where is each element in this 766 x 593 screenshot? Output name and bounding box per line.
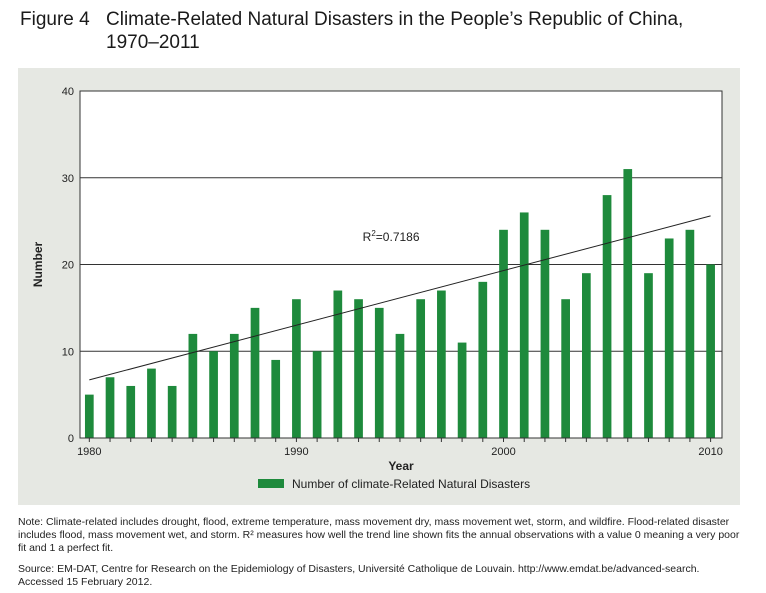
bar: [292, 299, 301, 438]
y-tick-label: 30: [62, 173, 74, 185]
bar: [374, 307, 384, 438]
figure-number: Figure 4: [20, 9, 90, 30]
bar: [84, 394, 94, 438]
x-axis-title: Year: [388, 459, 414, 473]
y-tick-label: 10: [62, 346, 74, 358]
r2-letter: R: [363, 230, 372, 244]
legend-swatch: [258, 479, 284, 488]
bar: [354, 299, 363, 438]
bar: [623, 169, 633, 438]
bar: [395, 333, 405, 438]
bar: [229, 333, 239, 438]
r-squared-annotation: R2=0.7186: [363, 229, 420, 244]
bar: [250, 307, 260, 438]
chart-panel: 0 10 20 30 40 1980 1990 2000 2010 Year Number R…: [18, 68, 740, 505]
bars: [84, 169, 715, 438]
bar: [602, 195, 612, 438]
bar: [416, 299, 426, 438]
bar: [147, 368, 156, 438]
trendline-group: [89, 215, 711, 381]
x-tick-label: 2010: [698, 446, 722, 458]
bar: [188, 333, 198, 438]
x-tick-label: 1990: [284, 446, 308, 458]
bar: [499, 229, 508, 438]
y-tick-labels: 0 10 20 30 40: [62, 86, 74, 445]
bar: [167, 385, 177, 438]
bar: [478, 281, 488, 438]
figure-title: Climate-Related Natural Disasters in the…: [106, 9, 684, 53]
legend: Number of climate-Related Natural Disast…: [258, 477, 530, 491]
bar: [437, 290, 446, 438]
x-tick-label: 1980: [77, 446, 101, 458]
figure-note: Note: Climate-related includes drought, …: [18, 516, 740, 554]
figure-source: Source: EM-DAT, Centre for Research on t…: [18, 563, 700, 588]
y-tick-label: 0: [68, 433, 74, 445]
r2-superscript: 2: [371, 229, 376, 238]
x-tick-label: 2000: [491, 446, 515, 458]
bar: [540, 229, 550, 438]
plot-frame: [79, 90, 723, 439]
bar: [126, 385, 136, 438]
bar: [333, 290, 343, 438]
bar: [271, 359, 281, 438]
bar: [209, 351, 218, 438]
bar: [561, 299, 570, 438]
bar-chart: 0 10 20 30 40 1980 1990 2000 2010 Year Number R…: [31, 86, 723, 491]
x-tick-labels: 1980 1990 2000 2010: [77, 438, 723, 458]
bar: [457, 342, 467, 438]
y-tick-label: 40: [62, 86, 74, 98]
legend-label: Number of climate-Related Natural Disast…: [292, 477, 530, 491]
trendline: [89, 215, 711, 381]
bar: [644, 273, 653, 438]
bar: [105, 377, 115, 438]
bar: [312, 351, 322, 438]
r2-value: =0.7186: [376, 230, 420, 244]
bar: [685, 229, 695, 438]
bar: [519, 212, 529, 438]
bar: [706, 264, 715, 438]
y-tick-label: 20: [62, 260, 74, 272]
bar: [664, 238, 674, 438]
y-axis-title: Number: [31, 242, 45, 288]
bar: [582, 273, 591, 438]
